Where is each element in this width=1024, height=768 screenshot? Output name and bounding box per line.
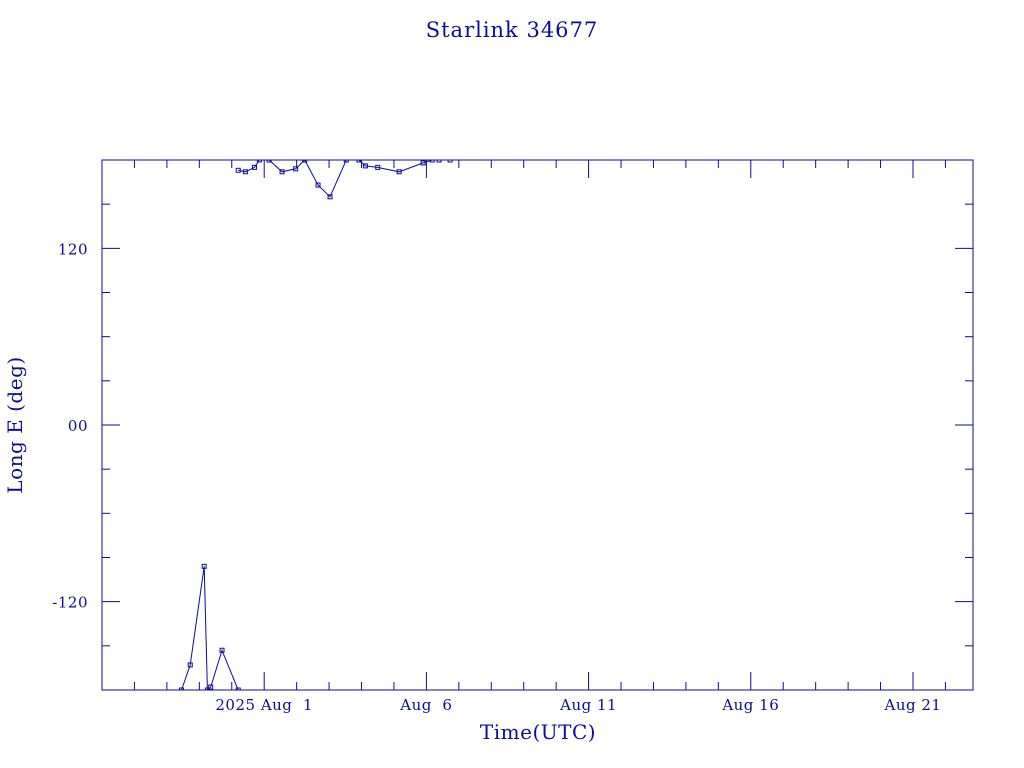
data-point: [302, 160, 308, 163]
x-tick-label: Aug 16: [721, 696, 779, 714]
series-0: [178, 160, 453, 690]
data-point: [362, 163, 368, 169]
data-point: [343, 160, 349, 163]
plot-area: [101, 159, 974, 691]
x-tick-label: Aug 21: [884, 696, 942, 714]
chart-title: Starlink 34677: [426, 18, 599, 42]
data-point: [235, 167, 241, 173]
y-tick-label: 00: [68, 417, 88, 435]
data-point: [235, 687, 241, 690]
data-point: [219, 647, 225, 653]
data-point: [315, 182, 321, 188]
data-point: [436, 160, 442, 163]
y-tick-label: -120: [52, 594, 88, 612]
data-point: [327, 194, 333, 200]
y-tick-label: 120: [58, 240, 88, 258]
series-group: [178, 160, 453, 690]
x-axis-label: Time(UTC): [480, 720, 596, 744]
data-point: [251, 164, 257, 170]
data-point: [187, 662, 193, 668]
plot-frame: [101, 159, 974, 691]
series-line: [238, 160, 451, 198]
data-point: [375, 164, 381, 170]
data-point: [242, 169, 248, 175]
data-point: [279, 169, 285, 175]
series-line: [181, 566, 239, 690]
data-point: [204, 687, 210, 690]
y-axis-label: Long E (deg): [3, 356, 27, 493]
data-point: [256, 160, 262, 163]
data-point: [208, 684, 214, 690]
x-tick-label: Aug 6: [399, 696, 452, 714]
x-axis: 2025 Aug 1 Aug 6 Aug 11 Aug 16 Aug 21: [133, 160, 946, 714]
x-tick-label: Aug 11: [559, 696, 617, 714]
data-point: [201, 563, 207, 569]
data-point: [396, 169, 402, 175]
data-point: [293, 166, 299, 172]
data-point: [429, 160, 435, 163]
data-point: [266, 160, 272, 163]
data-point: [420, 160, 426, 166]
y-axis: 120 00 -120: [52, 203, 973, 647]
data-point: [447, 160, 453, 163]
x-tick-label: 2025 Aug 1: [215, 696, 313, 714]
data-point: [178, 687, 184, 690]
data-point: [356, 160, 362, 163]
